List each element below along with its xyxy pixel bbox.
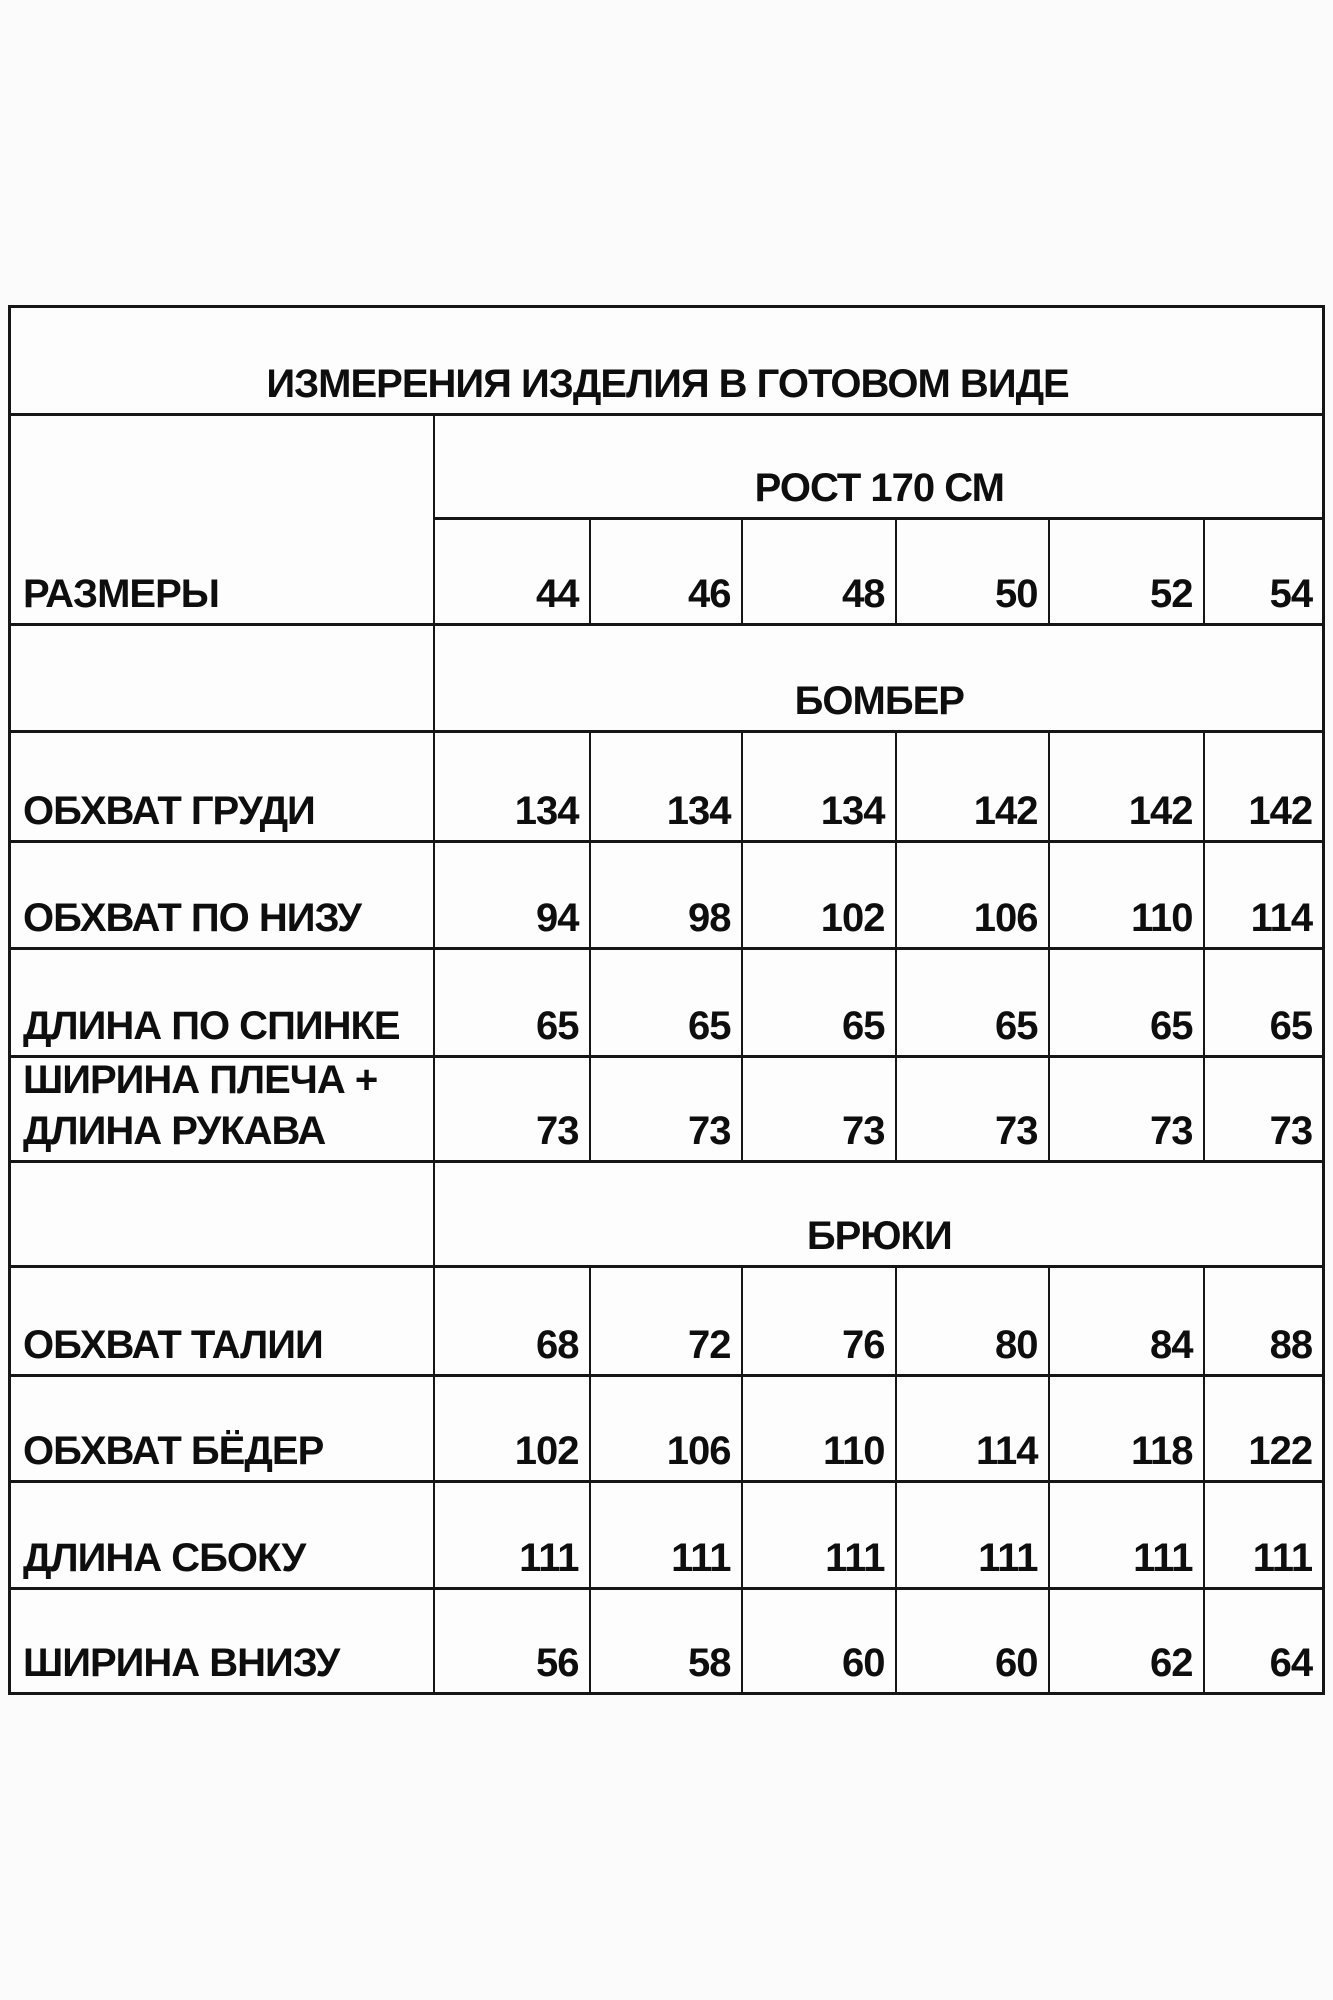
measure-value: 60: [894, 1587, 1050, 1695]
sizes-row-label: РАЗМЕРЫ: [8, 413, 435, 626]
measure-value: 80: [894, 1265, 1050, 1377]
measure-value: 106: [894, 840, 1050, 950]
measure-value: 73: [432, 1055, 591, 1163]
table-title: ИЗМЕРЕНИЯ ИЗДЕЛИЯ В ГОТОВОМ ВИДЕ: [8, 305, 1325, 416]
measure-value: 62: [1047, 1587, 1205, 1695]
table-row-section-bryuki: БРЮКИ: [8, 1160, 1325, 1268]
table-row-section-bomber: БОМБЕР: [8, 623, 1325, 733]
measure-value: 111: [1047, 1480, 1205, 1590]
measure-label: ОБХВАТ ТАЛИИ: [8, 1265, 435, 1377]
measure-label-lines: ШИРИНА ПЛЕЧА + ДЛИНА РУКАВА: [23, 1058, 423, 1155]
measure-value: 65: [588, 947, 743, 1058]
measure-value: 111: [432, 1480, 591, 1590]
size-value: 44: [432, 517, 591, 626]
measure-value: 110: [1047, 840, 1205, 950]
section-label-spacer: [8, 623, 435, 733]
measure-label: ДЛИНА ПО СПИНКЕ: [8, 947, 435, 1058]
measure-value: 68: [432, 1265, 591, 1377]
measure-label-line: ДЛИНА РУКАВА: [23, 1109, 326, 1153]
measure-value: 118: [1047, 1374, 1205, 1483]
measure-value: 94: [432, 840, 591, 950]
measure-value: 122: [1202, 1374, 1325, 1483]
measure-value: 114: [894, 1374, 1050, 1483]
measure-value: 142: [894, 730, 1050, 843]
measure-value: 73: [1202, 1055, 1325, 1163]
measure-value: 88: [1202, 1265, 1325, 1377]
table-row: ОБХВАТ ГРУДИ 134 134 134 142 142 142: [8, 730, 1325, 843]
measure-value: 65: [432, 947, 591, 1058]
table-row: ДЛИНА СБОКУ 111 111 111 111 111 111: [8, 1480, 1325, 1590]
measure-value: 58: [588, 1587, 743, 1695]
measure-value: 73: [740, 1055, 897, 1163]
section-header-bomber: БОМБЕР: [432, 623, 1325, 733]
table-row: ШИРИНА ВНИЗУ 56 58 60 60 62 64: [8, 1587, 1325, 1695]
measure-value: 102: [432, 1374, 591, 1483]
section-label-spacer: [8, 1160, 435, 1268]
table-row-title: ИЗМЕРЕНИЯ ИЗДЕЛИЯ В ГОТОВОМ ВИДЕ: [8, 305, 1325, 416]
measure-value: 110: [740, 1374, 897, 1483]
measure-value: 106: [588, 1374, 743, 1483]
size-value: 54: [1202, 517, 1325, 626]
size-value: 48: [740, 517, 897, 626]
measure-value: 65: [740, 947, 897, 1058]
table-row: ОБХВАТ ПО НИЗУ 94 98 102 106 110 114: [8, 840, 1325, 950]
measure-label: ШИРИНА ПЛЕЧА + ДЛИНА РУКАВА: [8, 1055, 435, 1163]
measure-value: 134: [432, 730, 591, 843]
measure-value: 142: [1202, 730, 1325, 843]
measure-value: 84: [1047, 1265, 1205, 1377]
table-row-height-header: РАЗМЕРЫ РОСТ 170 СМ: [8, 413, 1325, 626]
height-header: РОСТ 170 СМ: [432, 413, 1325, 520]
measure-label: ДЛИНА СБОКУ: [8, 1480, 435, 1590]
measure-value: 111: [894, 1480, 1050, 1590]
measure-value: 72: [588, 1265, 743, 1377]
measure-value: 142: [1047, 730, 1205, 843]
measure-value: 65: [894, 947, 1050, 1058]
measure-label: ШИРИНА ВНИЗУ: [8, 1587, 435, 1695]
measure-value: 114: [1202, 840, 1325, 950]
measure-value: 65: [1047, 947, 1205, 1058]
measure-value: 102: [740, 840, 897, 950]
table-row: ОБХВАТ ТАЛИИ 68 72 76 80 84 88: [8, 1265, 1325, 1377]
product-measurements-table: ИЗМЕРЕНИЯ ИЗДЕЛИЯ В ГОТОВОМ ВИДЕ РАЗМЕРЫ…: [8, 305, 1326, 1695]
size-value: 52: [1047, 517, 1205, 626]
measure-label-line: ШИРИНА ПЛЕЧА +: [23, 1058, 378, 1103]
measure-value: 134: [740, 730, 897, 843]
table-row-sizes: 44 46 48 50 52 54: [10, 517, 1325, 626]
measure-value: 134: [588, 730, 743, 843]
measure-value: 64: [1202, 1587, 1325, 1695]
measure-label: ОБХВАТ ГРУДИ: [8, 730, 435, 843]
measure-value: 111: [588, 1480, 743, 1590]
size-value: 46: [588, 517, 743, 626]
table-row: ШИРИНА ПЛЕЧА + ДЛИНА РУКАВА 73 73 73 73 …: [8, 1055, 1325, 1163]
table-row: ОБХВАТ БЁДЕР 102 106 110 114 118 122: [8, 1374, 1325, 1483]
table-row: ДЛИНА ПО СПИНКЕ 65 65 65 65 65 65: [8, 947, 1325, 1058]
measure-value: 98: [588, 840, 743, 950]
measure-value: 73: [1047, 1055, 1205, 1163]
measure-value: 73: [894, 1055, 1050, 1163]
measure-label: ОБХВАТ ПО НИЗУ: [8, 840, 435, 950]
measure-value: 76: [740, 1265, 897, 1377]
measure-value: 56: [432, 1587, 591, 1695]
measure-value: 65: [1202, 947, 1325, 1058]
size-value: 50: [894, 517, 1050, 626]
measure-value: 111: [740, 1480, 897, 1590]
measure-value: 73: [588, 1055, 743, 1163]
measure-value: 111: [1202, 1480, 1325, 1590]
measure-label: ОБХВАТ БЁДЕР: [8, 1374, 435, 1483]
section-header-bryuki: БРЮКИ: [432, 1160, 1325, 1268]
measure-value: 60: [740, 1587, 897, 1695]
